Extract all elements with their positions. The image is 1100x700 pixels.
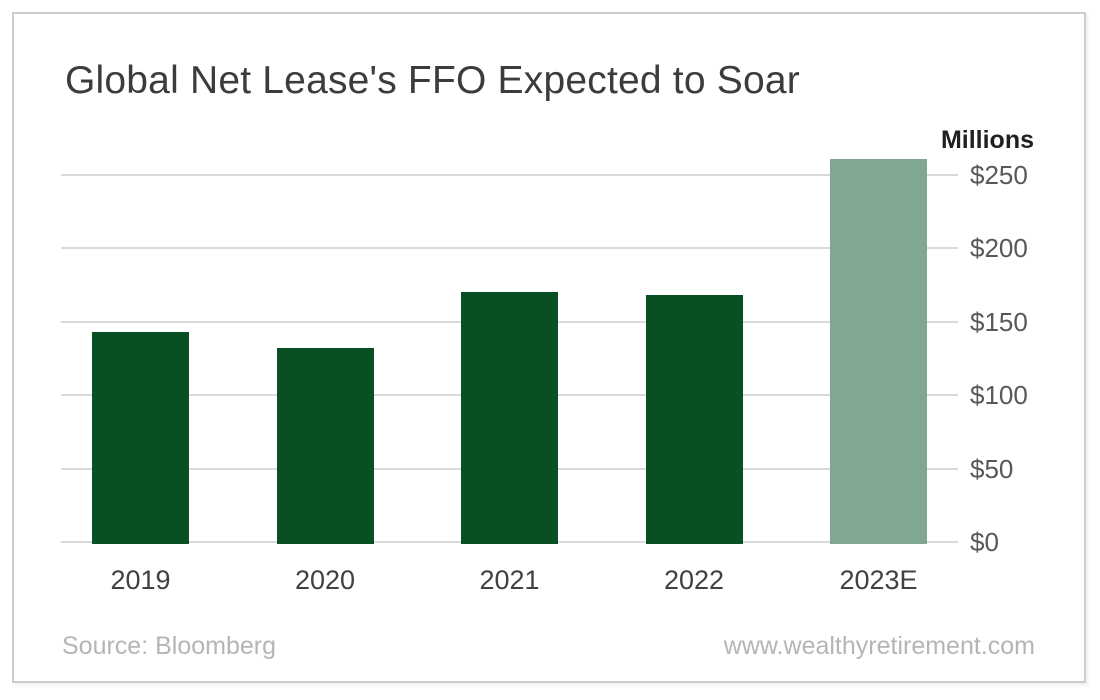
bar-2021 [461,292,558,544]
y-tick-label-150: $150 [970,306,1028,337]
bar-2022 [645,295,743,544]
x-tick-label-2022: 2022 [663,565,725,595]
bar-chart-plot-area: $0 $50 $100 $150 $200 $250 2019 2020 2021 2022 202… [14,14,1084,681]
y-tick-label-200: $200 [970,233,1028,264]
bar-2023e [830,158,927,544]
x-tick-label-2019: 2019 [110,565,171,595]
chart-footer: Source: Bloomberg www.wealthyretirement.… [62,632,1035,661]
gridline [61,247,958,250]
y-tick-label-250: $250 [970,160,1028,190]
x-tick-label-2021: 2021 [479,565,540,595]
y-tick-label-0: $0 [970,527,999,557]
gridline [61,174,958,176]
bar-2020 [276,348,374,544]
y-axis-unit-label: Millions [940,126,1034,154]
y-tick-label-100: $100 [970,380,1028,411]
source-attribution: Source: Bloomberg [62,632,277,660]
chart-title: Global Net Lease's FFO Expected to Soar [65,59,800,102]
chart-card: Global Net Lease's FFO Expected to Soar … [12,12,1086,683]
y-tick-label-50: $50 [970,453,1014,484]
website-url: www.wealthyretirement.com [723,632,1035,660]
x-tick-label-2020: 2020 [294,565,356,595]
x-tick-label-2023e: 2023E [839,565,918,595]
bar-2019 [92,332,189,544]
